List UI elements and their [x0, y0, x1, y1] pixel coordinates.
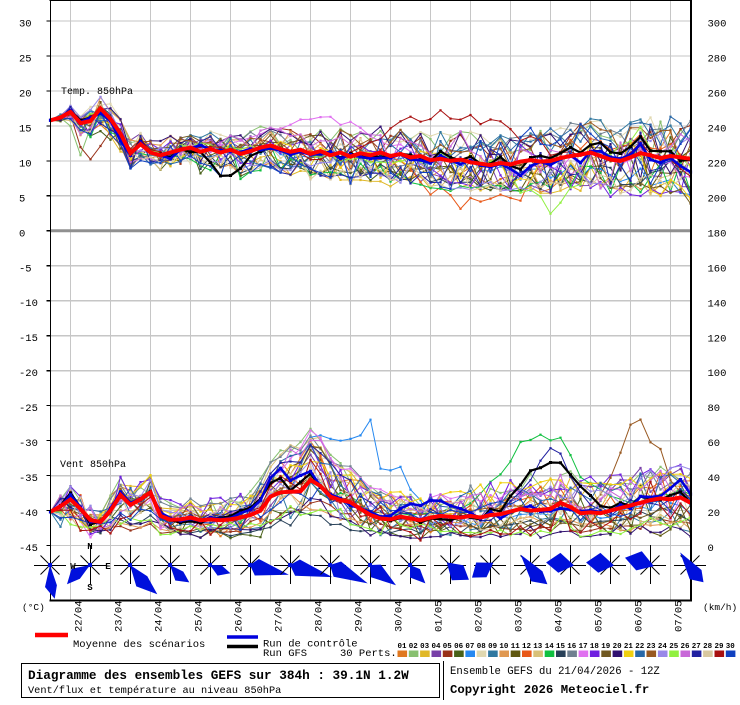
svg-text:10: 10: [19, 158, 32, 170]
svg-text:260: 260: [708, 88, 727, 100]
svg-text:24: 24: [658, 643, 668, 651]
svg-text:27: 27: [692, 643, 701, 651]
svg-text:26/04: 26/04: [234, 600, 246, 632]
svg-text:20: 20: [19, 88, 32, 100]
svg-text:25/04: 25/04: [194, 600, 206, 632]
svg-text:03/05: 03/05: [514, 600, 526, 632]
svg-text:11: 11: [511, 643, 521, 651]
svg-text:17: 17: [579, 643, 588, 651]
svg-text:02/05: 02/05: [474, 600, 486, 632]
svg-text:09: 09: [488, 643, 498, 651]
svg-text:14: 14: [545, 643, 555, 651]
svg-text:06/05: 06/05: [634, 600, 646, 632]
svg-text:-40: -40: [19, 508, 38, 520]
svg-text:(km/h): (km/h): [703, 602, 737, 613]
svg-text:20: 20: [613, 643, 623, 651]
svg-text:01/05: 01/05: [434, 600, 446, 632]
svg-text:240: 240: [708, 123, 727, 135]
svg-text:-15: -15: [19, 333, 38, 345]
svg-text:08: 08: [477, 643, 487, 651]
svg-text:27/04: 27/04: [274, 600, 286, 632]
svg-text:-30: -30: [19, 438, 38, 450]
svg-text:Ensemble GEFS du 21/04/2026 -: Ensemble GEFS du 21/04/2026 - 12Z: [450, 666, 660, 678]
svg-text:0: 0: [708, 543, 714, 555]
svg-text:Copyright 2026 Meteociel.fr: Copyright 2026 Meteociel.fr: [450, 683, 649, 697]
svg-text:24/04: 24/04: [154, 600, 166, 632]
svg-text:N: N: [87, 542, 92, 552]
svg-text:Vent 850hPa: Vent 850hPa: [60, 459, 126, 471]
svg-text:300: 300: [708, 19, 727, 31]
svg-text:Diagramme des ensembles GEFS s: Diagramme des ensembles GEFS sur 384h : …: [28, 668, 409, 683]
svg-text:180: 180: [708, 228, 727, 240]
svg-text:220: 220: [708, 158, 727, 170]
svg-text:29: 29: [715, 643, 725, 651]
svg-text:04: 04: [432, 643, 442, 651]
svg-text:05/05: 05/05: [594, 600, 606, 632]
svg-text:Vent/flux et température au ni: Vent/flux et température au niveau 850hP…: [28, 685, 281, 697]
svg-text:23: 23: [647, 643, 657, 651]
svg-text:-10: -10: [19, 298, 38, 310]
svg-text:Run de contrôle: Run de contrôle: [263, 639, 358, 651]
svg-text:200: 200: [708, 193, 727, 205]
svg-text:80: 80: [708, 403, 721, 415]
svg-text:(°C): (°C): [22, 602, 45, 613]
svg-text:20: 20: [708, 508, 721, 520]
svg-text:23/04: 23/04: [114, 600, 126, 632]
svg-text:120: 120: [708, 333, 727, 345]
svg-text:30/04: 30/04: [394, 600, 406, 632]
svg-text:S: S: [87, 583, 93, 593]
svg-text:28: 28: [703, 643, 713, 651]
svg-text:02: 02: [409, 643, 419, 651]
svg-text:05: 05: [443, 643, 453, 651]
svg-text:140: 140: [708, 298, 727, 310]
svg-text:22/04: 22/04: [74, 600, 86, 632]
svg-text:-35: -35: [19, 473, 38, 485]
svg-text:-45: -45: [19, 543, 38, 555]
svg-text:30: 30: [19, 19, 32, 31]
svg-text:29/04: 29/04: [354, 600, 366, 632]
svg-text:06: 06: [454, 643, 464, 651]
svg-text:15: 15: [556, 643, 566, 651]
svg-text:100: 100: [708, 368, 727, 380]
svg-text:40: 40: [708, 473, 721, 485]
svg-text:22: 22: [635, 643, 645, 651]
svg-text:280: 280: [708, 54, 727, 66]
svg-text:16: 16: [567, 643, 577, 651]
svg-text:Temp. 850hPa: Temp. 850hPa: [61, 86, 133, 98]
svg-text:160: 160: [708, 263, 727, 275]
svg-text:04/05: 04/05: [554, 600, 566, 632]
svg-text:30: 30: [726, 643, 736, 651]
svg-text:28/04: 28/04: [314, 600, 326, 632]
svg-text:18: 18: [590, 643, 600, 651]
svg-text:0: 0: [19, 228, 25, 240]
svg-text:25: 25: [669, 643, 679, 651]
svg-text:12: 12: [522, 643, 532, 651]
svg-text:E: E: [105, 562, 111, 572]
svg-text:30 Perts.: 30 Perts.: [340, 648, 397, 660]
svg-text:Moyenne des scénarios: Moyenne des scénarios: [73, 639, 205, 651]
svg-text:13: 13: [533, 643, 543, 651]
svg-text:19: 19: [601, 643, 611, 651]
svg-text:5: 5: [19, 193, 25, 205]
svg-text:-25: -25: [19, 403, 38, 415]
svg-text:01: 01: [398, 643, 408, 651]
svg-text:21: 21: [624, 643, 634, 651]
svg-text:25: 25: [19, 54, 32, 66]
svg-text:60: 60: [708, 438, 721, 450]
svg-text:-20: -20: [19, 368, 38, 380]
svg-text:Run GFS: Run GFS: [263, 648, 307, 660]
svg-text:07: 07: [465, 643, 474, 651]
svg-text:07/05: 07/05: [674, 600, 686, 632]
svg-text:03: 03: [420, 643, 430, 651]
svg-text:W: W: [70, 562, 76, 572]
svg-text:-5: -5: [19, 263, 32, 275]
svg-text:26: 26: [681, 643, 691, 651]
svg-text:10: 10: [499, 643, 509, 651]
svg-text:15: 15: [19, 123, 32, 135]
